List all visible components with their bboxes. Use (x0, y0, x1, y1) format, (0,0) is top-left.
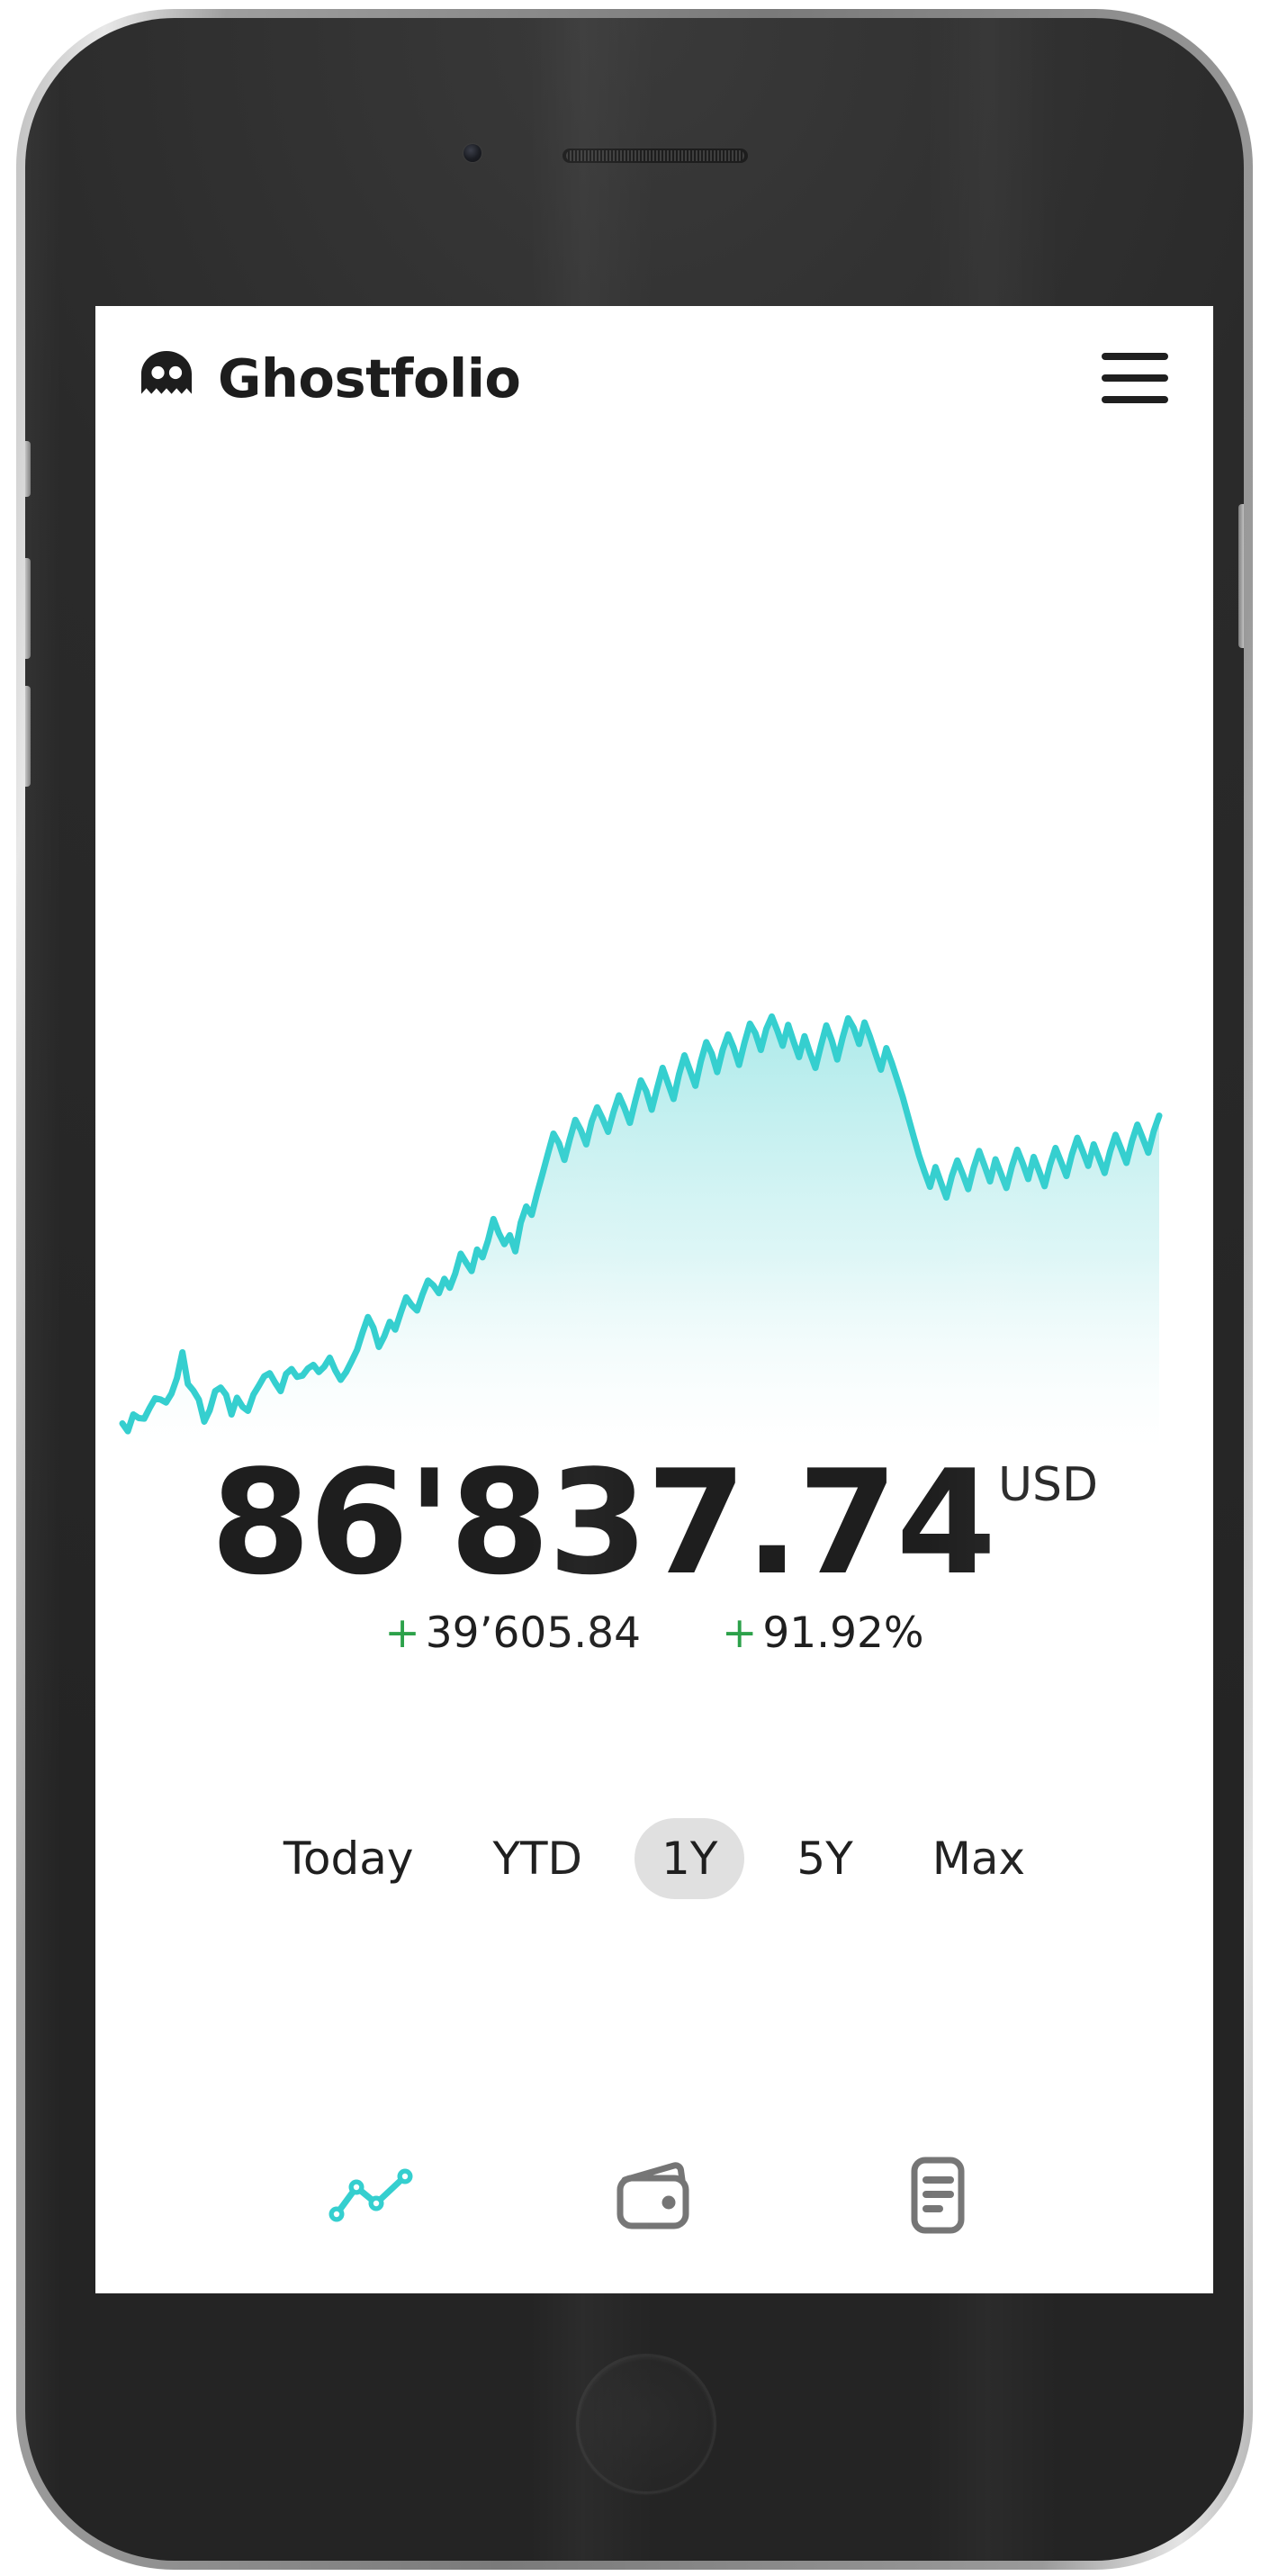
wallet-icon (613, 2158, 696, 2237)
phone-body: Ghostfolio (25, 18, 1244, 2561)
chart-line (119, 1013, 1163, 1435)
range-tab-max[interactable]: Max (905, 1818, 1052, 1899)
portfolio-value-block: 86'837.74 USD +39’605.84 +91.92% (95, 1449, 1213, 1658)
change-absolute-sign: + (384, 1608, 420, 1659)
power-button[interactable] (1238, 504, 1244, 648)
volume-down-button[interactable] (25, 686, 31, 787)
app-header: Ghostfolio (95, 306, 1213, 450)
value-row: 86'837.74 USD (211, 1449, 1098, 1596)
nav-analytics-button[interactable] (317, 2148, 425, 2247)
currency-label: USD (997, 1458, 1099, 1512)
nav-portfolio-button[interactable] (600, 2148, 708, 2247)
chart-area-fill (122, 1016, 1159, 1449)
front-camera-icon (464, 144, 482, 162)
change-percent: +91.92% (722, 1608, 924, 1658)
page-title: Ghostfolio (218, 347, 521, 410)
change-absolute: +39’605.84 (384, 1608, 641, 1658)
range-tab-5y[interactable]: 5Y (770, 1818, 879, 1899)
portfolio-value: 86'837.74 (210, 1438, 996, 1607)
home-button[interactable] (576, 2354, 716, 2494)
date-range-tabs: Today YTD 1Y 5Y Max (95, 1818, 1213, 1899)
change-row: +39’605.84 +91.92% (95, 1608, 1213, 1658)
phone-screen: Ghostfolio (95, 306, 1213, 2293)
earpiece-speaker-icon (562, 149, 748, 163)
menu-bar-1 (1102, 353, 1168, 360)
silent-switch[interactable] (25, 441, 31, 497)
change-percent-sign: + (721, 1608, 758, 1659)
menu-bar-2 (1102, 374, 1168, 382)
portfolio-performance-chart[interactable] (95, 1008, 1213, 1449)
document-icon (903, 2155, 973, 2240)
menu-bar-3 (1102, 396, 1168, 403)
change-percent-value: 91.92% (762, 1608, 924, 1659)
change-absolute-value: 39’605.84 (425, 1608, 641, 1659)
nav-summary-button[interactable] (884, 2148, 992, 2247)
range-tab-ytd[interactable]: YTD (465, 1818, 609, 1899)
range-tab-1y[interactable]: 1Y (634, 1818, 745, 1899)
volume-up-button[interactable] (25, 558, 31, 659)
line-chart-icon (328, 2164, 414, 2231)
hamburger-menu-icon[interactable] (1102, 343, 1172, 413)
bottom-navigation (95, 2148, 1213, 2247)
range-tab-today[interactable]: Today (256, 1818, 441, 1899)
brand: Ghostfolio (139, 347, 521, 410)
phone-device-frame: Ghostfolio (16, 9, 1253, 2570)
ghost-logo-icon (139, 350, 194, 406)
